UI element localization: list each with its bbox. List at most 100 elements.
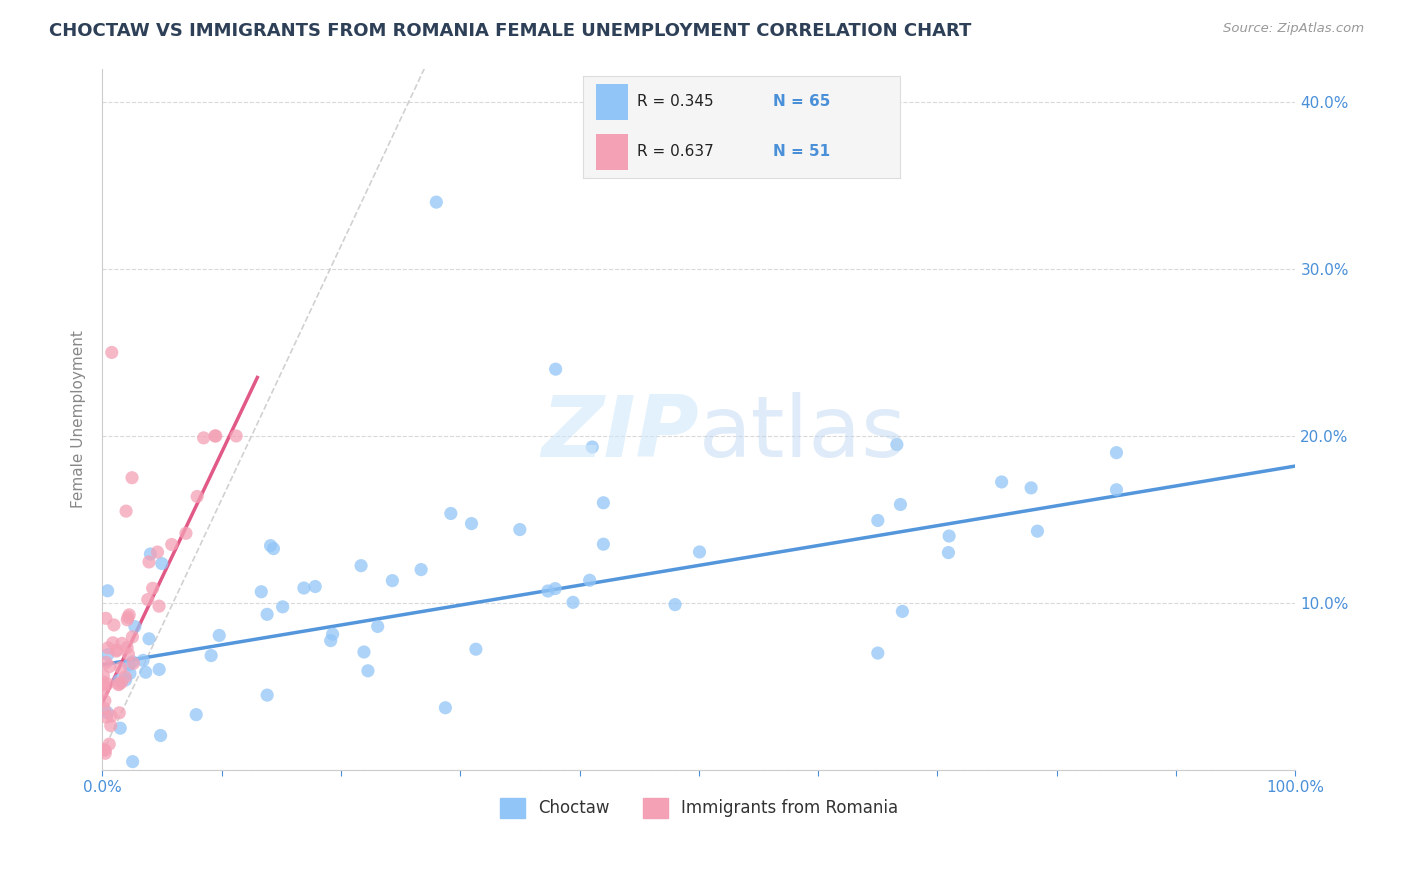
Point <box>886 437 908 451</box>
Point <box>592 496 614 510</box>
Point <box>93 683 115 698</box>
Y-axis label: Female Unemployment: Female Unemployment <box>72 330 86 508</box>
Text: R = 0.345: R = 0.345 <box>637 95 714 110</box>
Point <box>122 657 145 671</box>
Point <box>544 582 567 596</box>
Point <box>101 636 124 650</box>
Point <box>889 498 911 512</box>
Point <box>578 574 600 588</box>
Point <box>108 677 131 691</box>
Point <box>464 642 486 657</box>
Point <box>108 706 131 720</box>
Point <box>562 595 585 609</box>
Point <box>149 729 172 743</box>
Text: N = 51: N = 51 <box>773 144 831 159</box>
Point <box>98 659 121 673</box>
Point <box>117 647 139 661</box>
Point <box>434 700 457 714</box>
Point <box>322 627 344 641</box>
Point <box>1026 524 1049 538</box>
Text: ZIP: ZIP <box>541 392 699 475</box>
Point <box>262 541 284 556</box>
Point <box>259 539 281 553</box>
Point <box>118 666 141 681</box>
Point <box>425 195 447 210</box>
Point <box>93 668 115 682</box>
Point <box>121 655 143 669</box>
Point <box>94 743 117 757</box>
Point <box>350 558 373 573</box>
Point <box>110 661 132 675</box>
Point <box>357 664 380 678</box>
Point <box>114 673 136 687</box>
Bar <box>596 84 627 120</box>
Point <box>135 665 157 680</box>
Text: N = 65: N = 65 <box>773 95 831 110</box>
Point <box>537 584 560 599</box>
Legend: Choctaw, Immigrants from Romania: Choctaw, Immigrants from Romania <box>494 791 905 825</box>
Point <box>97 648 120 662</box>
Point <box>186 490 208 504</box>
Point <box>592 537 614 551</box>
Point <box>1019 481 1042 495</box>
Point <box>93 675 115 690</box>
Point <box>138 555 160 569</box>
Point <box>132 653 155 667</box>
Point <box>115 504 138 518</box>
Point <box>367 619 389 633</box>
Point <box>225 429 247 443</box>
Point <box>938 545 960 559</box>
Point <box>381 574 404 588</box>
Point <box>146 545 169 559</box>
Point <box>160 537 183 551</box>
Point <box>200 648 222 663</box>
Point <box>581 440 603 454</box>
Point <box>664 598 686 612</box>
Point <box>256 607 278 622</box>
Point <box>114 670 136 684</box>
Bar <box>596 135 627 170</box>
Point <box>97 640 120 655</box>
Point <box>353 645 375 659</box>
Point <box>121 630 143 644</box>
Point <box>110 675 132 690</box>
Point <box>460 516 482 531</box>
Point <box>193 431 215 445</box>
Point <box>250 584 273 599</box>
Point <box>115 640 138 655</box>
Point <box>150 557 173 571</box>
Point <box>121 471 143 485</box>
Point <box>108 673 131 688</box>
Point <box>509 523 531 537</box>
Point <box>103 618 125 632</box>
Point <box>411 563 433 577</box>
Point <box>148 662 170 676</box>
Point <box>98 737 121 751</box>
Point <box>94 611 117 625</box>
Point <box>96 710 118 724</box>
Point <box>138 632 160 646</box>
Point <box>111 636 134 650</box>
Point <box>100 718 122 732</box>
Point <box>866 513 889 527</box>
Point <box>118 657 141 672</box>
Point <box>1105 483 1128 497</box>
Point <box>93 678 115 692</box>
Point <box>208 628 231 642</box>
Point <box>866 646 889 660</box>
Point <box>142 582 165 596</box>
Point <box>110 721 132 735</box>
Point <box>94 747 117 761</box>
Text: atlas: atlas <box>699 392 907 475</box>
Point <box>105 644 128 658</box>
Point <box>121 755 143 769</box>
Point <box>292 581 315 595</box>
Point <box>94 656 117 670</box>
Point <box>94 694 117 708</box>
Point <box>256 688 278 702</box>
Point <box>115 613 138 627</box>
Point <box>148 599 170 614</box>
Point <box>990 475 1012 489</box>
Point <box>117 610 139 624</box>
Point <box>174 526 197 541</box>
